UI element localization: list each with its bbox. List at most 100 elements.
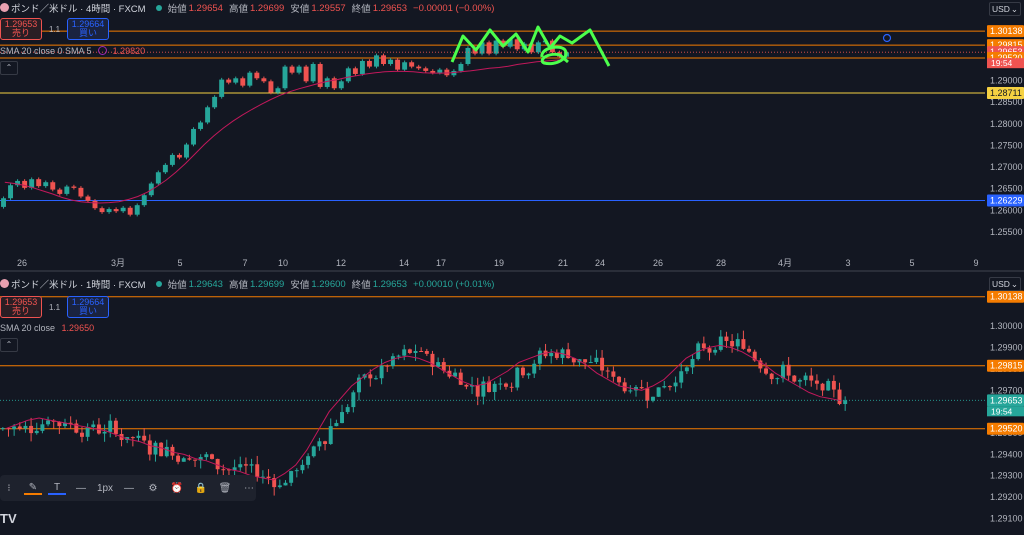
candle-body [735,339,740,347]
candle-body [752,351,757,361]
chart-canvas-1h[interactable]: 1.291001.292001.293001.294001.295001.296… [0,272,1024,535]
close-value: 1.29653 [372,2,408,14]
candle-body [272,478,277,488]
high-value: 1.29699 [249,278,285,290]
alert-icon[interactable]: ⏰ [170,482,184,494]
candle-body [379,365,384,379]
candle-body [136,435,141,438]
line-style-icon[interactable]: — [76,482,86,494]
candle-body [29,179,35,188]
candle-body [843,400,848,405]
candle-body [303,66,309,82]
candle-body [413,351,418,353]
candle-body [340,412,345,424]
candle-body [212,96,218,108]
candle-body [809,375,814,381]
lock-icon[interactable]: 🔒 [194,482,208,494]
indicator-legend[interactable]: SMA 20 close 1.29650 [0,323,94,333]
candle-body [8,185,14,199]
candle-body [566,349,571,359]
collapse-legend-button[interactable]: ⌃ [0,338,18,352]
price-axis-tick: 1.29100 [990,513,1023,523]
trash-icon[interactable]: 🗑 [218,482,232,494]
candle-body [781,364,785,379]
candle-body [233,78,239,83]
candle-body [0,428,5,430]
pencil-icon[interactable]: ✎ [24,482,42,495]
price-label-text: 1.29815 [990,40,1023,50]
candle-body [792,375,797,382]
candle-body [331,78,337,89]
candle-body [458,64,464,71]
candle-body [453,372,458,377]
symbol-title[interactable]: ポンド／米ドル · 1時間 · FXCM [11,280,146,291]
chevron-down-icon: ⌄ [1010,278,1018,289]
time-axis-tick: 21 [558,258,568,268]
line-width-value[interactable]: 1px [96,482,114,494]
candle-body [826,380,831,391]
open-label: 始値 [167,280,187,291]
indicator-legend[interactable]: SMA 20 close 0 SMA 5 1.29820 [0,46,145,56]
pane-divider[interactable] [0,270,1024,272]
candle-body [317,64,323,87]
candle-body [282,66,288,89]
price-label-text: 1.30138 [990,26,1023,36]
candle-body [532,363,537,374]
candle-body [605,370,610,372]
settings-icon[interactable]: ⚙ [148,482,158,494]
sell-button[interactable]: 1.29653 売り [0,18,42,40]
candle-body [583,359,588,363]
candle-body [71,186,77,188]
line-dash-icon[interactable]: — [124,482,134,494]
currency-selector[interactable]: USD ⌄ [989,2,1021,16]
price-axis-tick: 1.28500 [990,97,1023,107]
chart-pane-4h[interactable]: 1.25500 1.26000 1.26500 1.27000 1.27500 1.280… [0,0,1024,270]
price-axis-tick: 1.30000 [990,321,1023,331]
time-axis-tick: 17 [436,258,446,268]
drag-handle-icon[interactable]: ⁝ [7,482,11,494]
candle-body [368,374,373,379]
candle-body [351,392,356,408]
price-axis-tick: 1.29200 [990,492,1023,502]
candle-body [204,454,209,458]
price-label-text: 1.29815 [990,361,1023,371]
chart-canvas-4h[interactable]: 1.25500 1.26000 1.26500 1.27000 1.27500 1.280… [0,0,1024,270]
candle-body [437,69,443,73]
candle-body [617,376,622,383]
candle-body [130,437,135,439]
candle-body [275,88,281,93]
candle-body [402,62,408,70]
candle-body [479,42,485,54]
candle-body [475,385,480,397]
price-label-text: 1.26229 [990,195,1023,205]
candle-body [334,423,339,427]
candle-body [34,430,39,434]
time-axis-tick: 12 [336,258,346,268]
spread-value: 1.1 [48,24,61,34]
close-label: 終値 [351,4,371,15]
price-label-text: 1.29520 [990,424,1023,434]
candle-body [374,55,379,67]
sell-button[interactable]: 1.29653 売り [0,296,42,318]
buy-button[interactable]: 1.29664 買い [67,296,109,318]
candle-body [628,390,633,392]
candle-body [424,351,429,354]
candle-body [68,422,73,424]
price-axis-label: 1.29815 [987,359,1024,372]
currency-selector[interactable]: USD ⌄ [989,277,1021,291]
symbol-title[interactable]: ポンド／米ドル · 4時間 · FXCM [11,4,146,15]
collapse-legend-button[interactable]: ⌃ [0,61,18,75]
time-axis-tick: 19 [494,258,504,268]
candle-body [359,60,365,74]
more-icon[interactable]: ⋯ [244,482,254,494]
candle-body [402,349,407,356]
indicator-value: 1.29650 [61,323,95,333]
text-color-icon[interactable]: T [48,482,66,495]
indicator-settings-icon[interactable] [98,46,108,55]
candle-body [184,144,189,158]
low-label: 安値 [290,280,310,291]
candle-body [120,207,126,212]
open-value: 1.29654 [188,2,223,14]
candle-body [6,428,11,430]
buy-button[interactable]: 1.29664 買い [67,18,109,40]
